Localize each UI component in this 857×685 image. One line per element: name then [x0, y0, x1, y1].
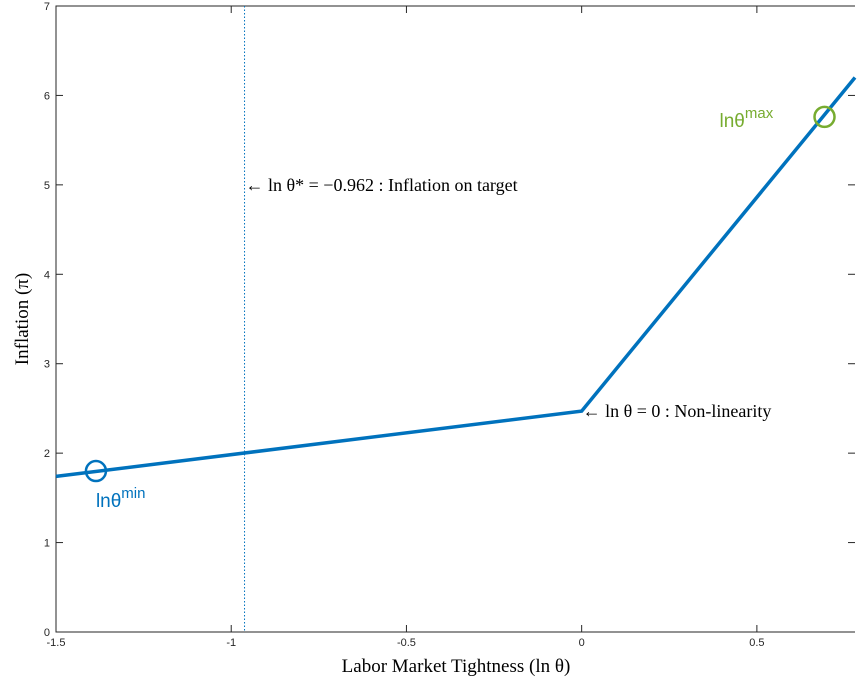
point-label-sup: max — [745, 105, 774, 122]
y-tick-label: 1 — [44, 538, 50, 550]
x-tick-label: -0.5 — [397, 637, 416, 649]
y-tick-label: 5 — [44, 180, 50, 192]
y-tick-label: 2 — [44, 448, 50, 460]
y-axis-label: Inflation (π) — [12, 273, 33, 365]
point-label: lnθmax — [720, 105, 774, 132]
point-label-sup: min — [121, 485, 145, 502]
x-tick-label: 0.5 — [749, 637, 764, 649]
point-label-base: lnθ — [96, 491, 121, 512]
x-tick-label: -1 — [226, 637, 236, 649]
point-marker — [813, 105, 836, 129]
y-tick-label: 3 — [44, 359, 50, 371]
y-tick-label: 6 — [44, 90, 50, 102]
point-label: lnθmin — [96, 485, 146, 512]
x-tick-label: 0 — [579, 637, 585, 649]
point-marker — [84, 459, 108, 483]
y-tick-label: 7 — [44, 1, 50, 13]
x-axis-label: Labor Market Tightness (ln θ) — [342, 656, 571, 677]
annotation: ← ln θ = 0 : Non-linearity — [583, 401, 772, 421]
x-tick-label: -1.5 — [47, 637, 66, 649]
y-tick-label: 4 — [44, 269, 50, 281]
data-line — [55, 76, 857, 479]
annotation: ← ln θ* = −0.962 : Inflation on target — [246, 175, 518, 195]
point-label-base: lnθ — [720, 111, 745, 132]
axes-frame — [55, 5, 855, 633]
y-tick-label: 0 — [44, 627, 50, 639]
